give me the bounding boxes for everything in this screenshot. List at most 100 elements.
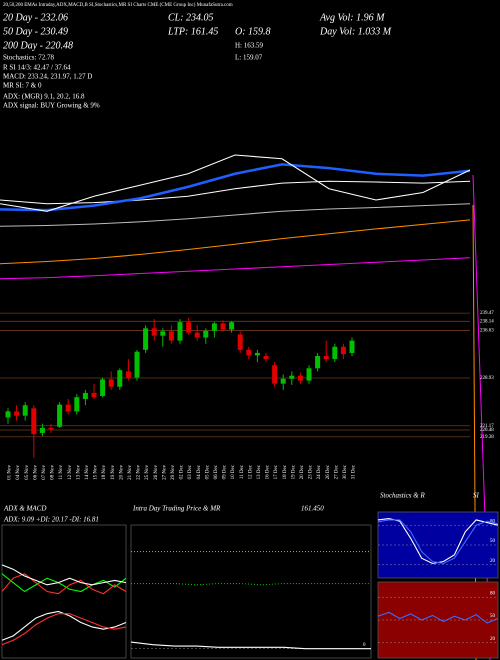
candle-body: [48, 428, 54, 430]
y-tick-label: 80: [490, 591, 496, 596]
candle-body: [151, 328, 157, 336]
header-text: L: 159.07: [235, 54, 263, 62]
header-text: LTP: 161.45: [167, 26, 218, 37]
candle-body: [332, 346, 338, 360]
candle-body: [65, 404, 71, 412]
candle-body: [143, 328, 149, 350]
candle-body: [220, 323, 226, 330]
candle-body: [280, 378, 286, 384]
series-line: [377, 519, 499, 565]
x-tick-label: 15 Nov: [94, 465, 99, 480]
candle-body: [74, 397, 80, 412]
x-tick-label: 05 Dec: [205, 464, 210, 479]
x-tick-label: 23 Dec: [309, 464, 314, 479]
header-text: O: 159.8: [235, 26, 271, 37]
x-tick-label: 27 Nov: [162, 465, 167, 480]
x-tick-label: 09 Dec: [223, 464, 228, 479]
header-text: 50 Day - 230.49: [3, 26, 68, 37]
x-tick-label: 06 Nov: [33, 465, 38, 480]
panel-subtitle: 161.450: [301, 505, 324, 513]
header-text: 200 Day - 220.48: [3, 40, 73, 51]
candle-body: [134, 351, 140, 378]
y-tick-label: 50: [490, 539, 496, 544]
series-line: [1, 564, 127, 586]
x-tick-label: 17 Dec: [274, 464, 279, 479]
x-tick-label: 20 Dec: [300, 464, 305, 479]
candle-body: [108, 379, 114, 387]
candle-body: [297, 375, 303, 381]
candle-body: [340, 346, 346, 355]
candle-body: [14, 411, 20, 416]
header-text: H: 163.59: [235, 42, 264, 50]
x-tick-label: 26 Nov: [154, 465, 159, 480]
header-text: ADX: (MGR) 9.1, 20.2, 16.8: [3, 93, 85, 101]
x-tick-label: 27 Dec: [334, 464, 339, 479]
candle-body: [323, 356, 329, 360]
series-line: [0, 257, 471, 280]
candle-body: [272, 365, 278, 384]
candle-body: [203, 330, 209, 338]
panel-frame: [130, 524, 372, 659]
x-tick-label: 04 Nov: [16, 465, 21, 480]
header-text: ADX signal: BUY Growing & 9%: [3, 102, 100, 110]
header-text: 20,50,200 EMAs Intraday,ADX,MACD,B SI,St…: [3, 3, 233, 8]
candle-body: [315, 356, 321, 369]
header-text: Stochastics: 72.78: [3, 54, 54, 62]
y-tick-label: 20: [490, 637, 496, 642]
y-tick-label: 228.93: [480, 376, 494, 381]
series-line: [0, 154, 471, 212]
x-tick-label: 31 Dec: [352, 464, 357, 479]
x-tick-label: 02 Dec: [180, 464, 185, 479]
series-line: [131, 582, 371, 586]
candle-body: [194, 332, 200, 338]
series-line: [1, 613, 127, 646]
x-tick-label: 04 Dec: [197, 464, 202, 479]
header-text: CL: 234.05: [168, 12, 214, 23]
x-tick-label: 07 Nov: [42, 465, 47, 480]
x-tick-label: 22 Nov: [137, 465, 142, 480]
candle-body: [289, 375, 295, 379]
y-tick-label: 220.48: [480, 428, 494, 433]
panel-title: ADX & MACD: [3, 505, 46, 513]
y-tick-label: 0: [363, 643, 366, 648]
x-tick-label: 18 Dec: [283, 464, 288, 479]
x-tick-label: 10 Dec: [231, 464, 236, 479]
x-tick-label: 19 Dec: [291, 464, 296, 479]
candle-body: [349, 340, 355, 353]
header-text: 20 Day - 232.06: [3, 12, 68, 23]
x-tick-label: 08 Nov: [51, 465, 56, 480]
candle-body: [117, 370, 123, 387]
candle-body: [125, 371, 131, 378]
x-tick-label: 11 Nov: [59, 465, 64, 480]
series-line: [0, 163, 471, 212]
x-tick-label: 03 Dec: [188, 464, 193, 479]
candle-body: [263, 356, 269, 360]
y-tick-label: 221.17: [480, 424, 494, 429]
candle-body: [57, 404, 63, 427]
series-line: [377, 611, 499, 624]
candle-body: [186, 322, 192, 333]
x-tick-label: 19 Nov: [111, 465, 116, 480]
x-tick-label: 11 Dec: [240, 464, 245, 479]
x-tick-label: 25 Nov: [145, 465, 150, 480]
candle-body: [168, 331, 174, 341]
y-tick-label: 80: [490, 519, 496, 524]
series-line: [0, 180, 471, 205]
candle-body: [160, 331, 166, 336]
candle-body: [39, 428, 45, 433]
x-tick-label: 14 Nov: [85, 465, 90, 480]
x-tick-label: 18 Nov: [102, 465, 107, 480]
x-tick-label: 13 Dec: [257, 464, 262, 479]
candle-body: [100, 379, 106, 396]
series-line: [1, 573, 127, 593]
x-tick-label: 13 Nov: [76, 465, 81, 480]
x-tick-label: 26 Dec: [326, 464, 331, 479]
y-tick-label: 20: [490, 559, 496, 564]
header-text: Day Vol: 1.033 M: [319, 26, 392, 37]
series-line: [130, 641, 371, 650]
candle-body: [237, 334, 243, 350]
candle-body: [254, 352, 260, 356]
candle-body: [22, 405, 28, 416]
candle-body: [177, 322, 183, 341]
series-line: [0, 219, 471, 265]
